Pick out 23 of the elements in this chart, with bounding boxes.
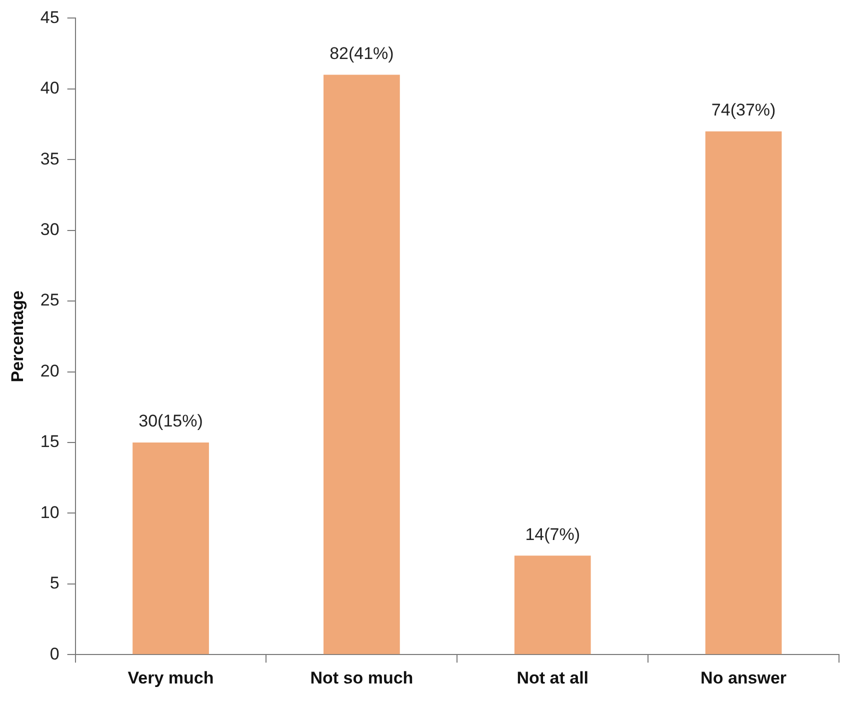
y-tick-label: 20	[40, 361, 60, 380]
x-tick-label: Very much	[128, 668, 214, 688]
data-label: 82(41%)	[330, 44, 394, 63]
y-tick-label: 35	[40, 149, 60, 168]
y-tick-label: 40	[40, 78, 60, 98]
bar	[132, 442, 209, 654]
bar	[514, 556, 591, 654]
x-tick-label: Not so much	[310, 668, 414, 688]
y-tick-label: 45	[40, 8, 60, 27]
bar	[705, 131, 782, 654]
data-label: 14(7%)	[525, 524, 580, 544]
y-axis-title: Percentage	[8, 290, 27, 382]
y-tick-label: 30	[40, 220, 60, 240]
y-tick-label: 0	[50, 644, 60, 664]
x-tick-label: Not at all	[516, 668, 589, 688]
bar	[324, 74, 400, 654]
data-label: 30(15%)	[138, 412, 203, 431]
y-tick-label: 5	[50, 574, 60, 593]
y-tick-label: 10	[40, 502, 60, 522]
y-tick-label: 15	[40, 432, 60, 452]
x-tick-label: No answer	[700, 668, 787, 688]
data-label: 74(37%)	[711, 100, 776, 120]
y-tick-label: 25	[40, 290, 60, 310]
